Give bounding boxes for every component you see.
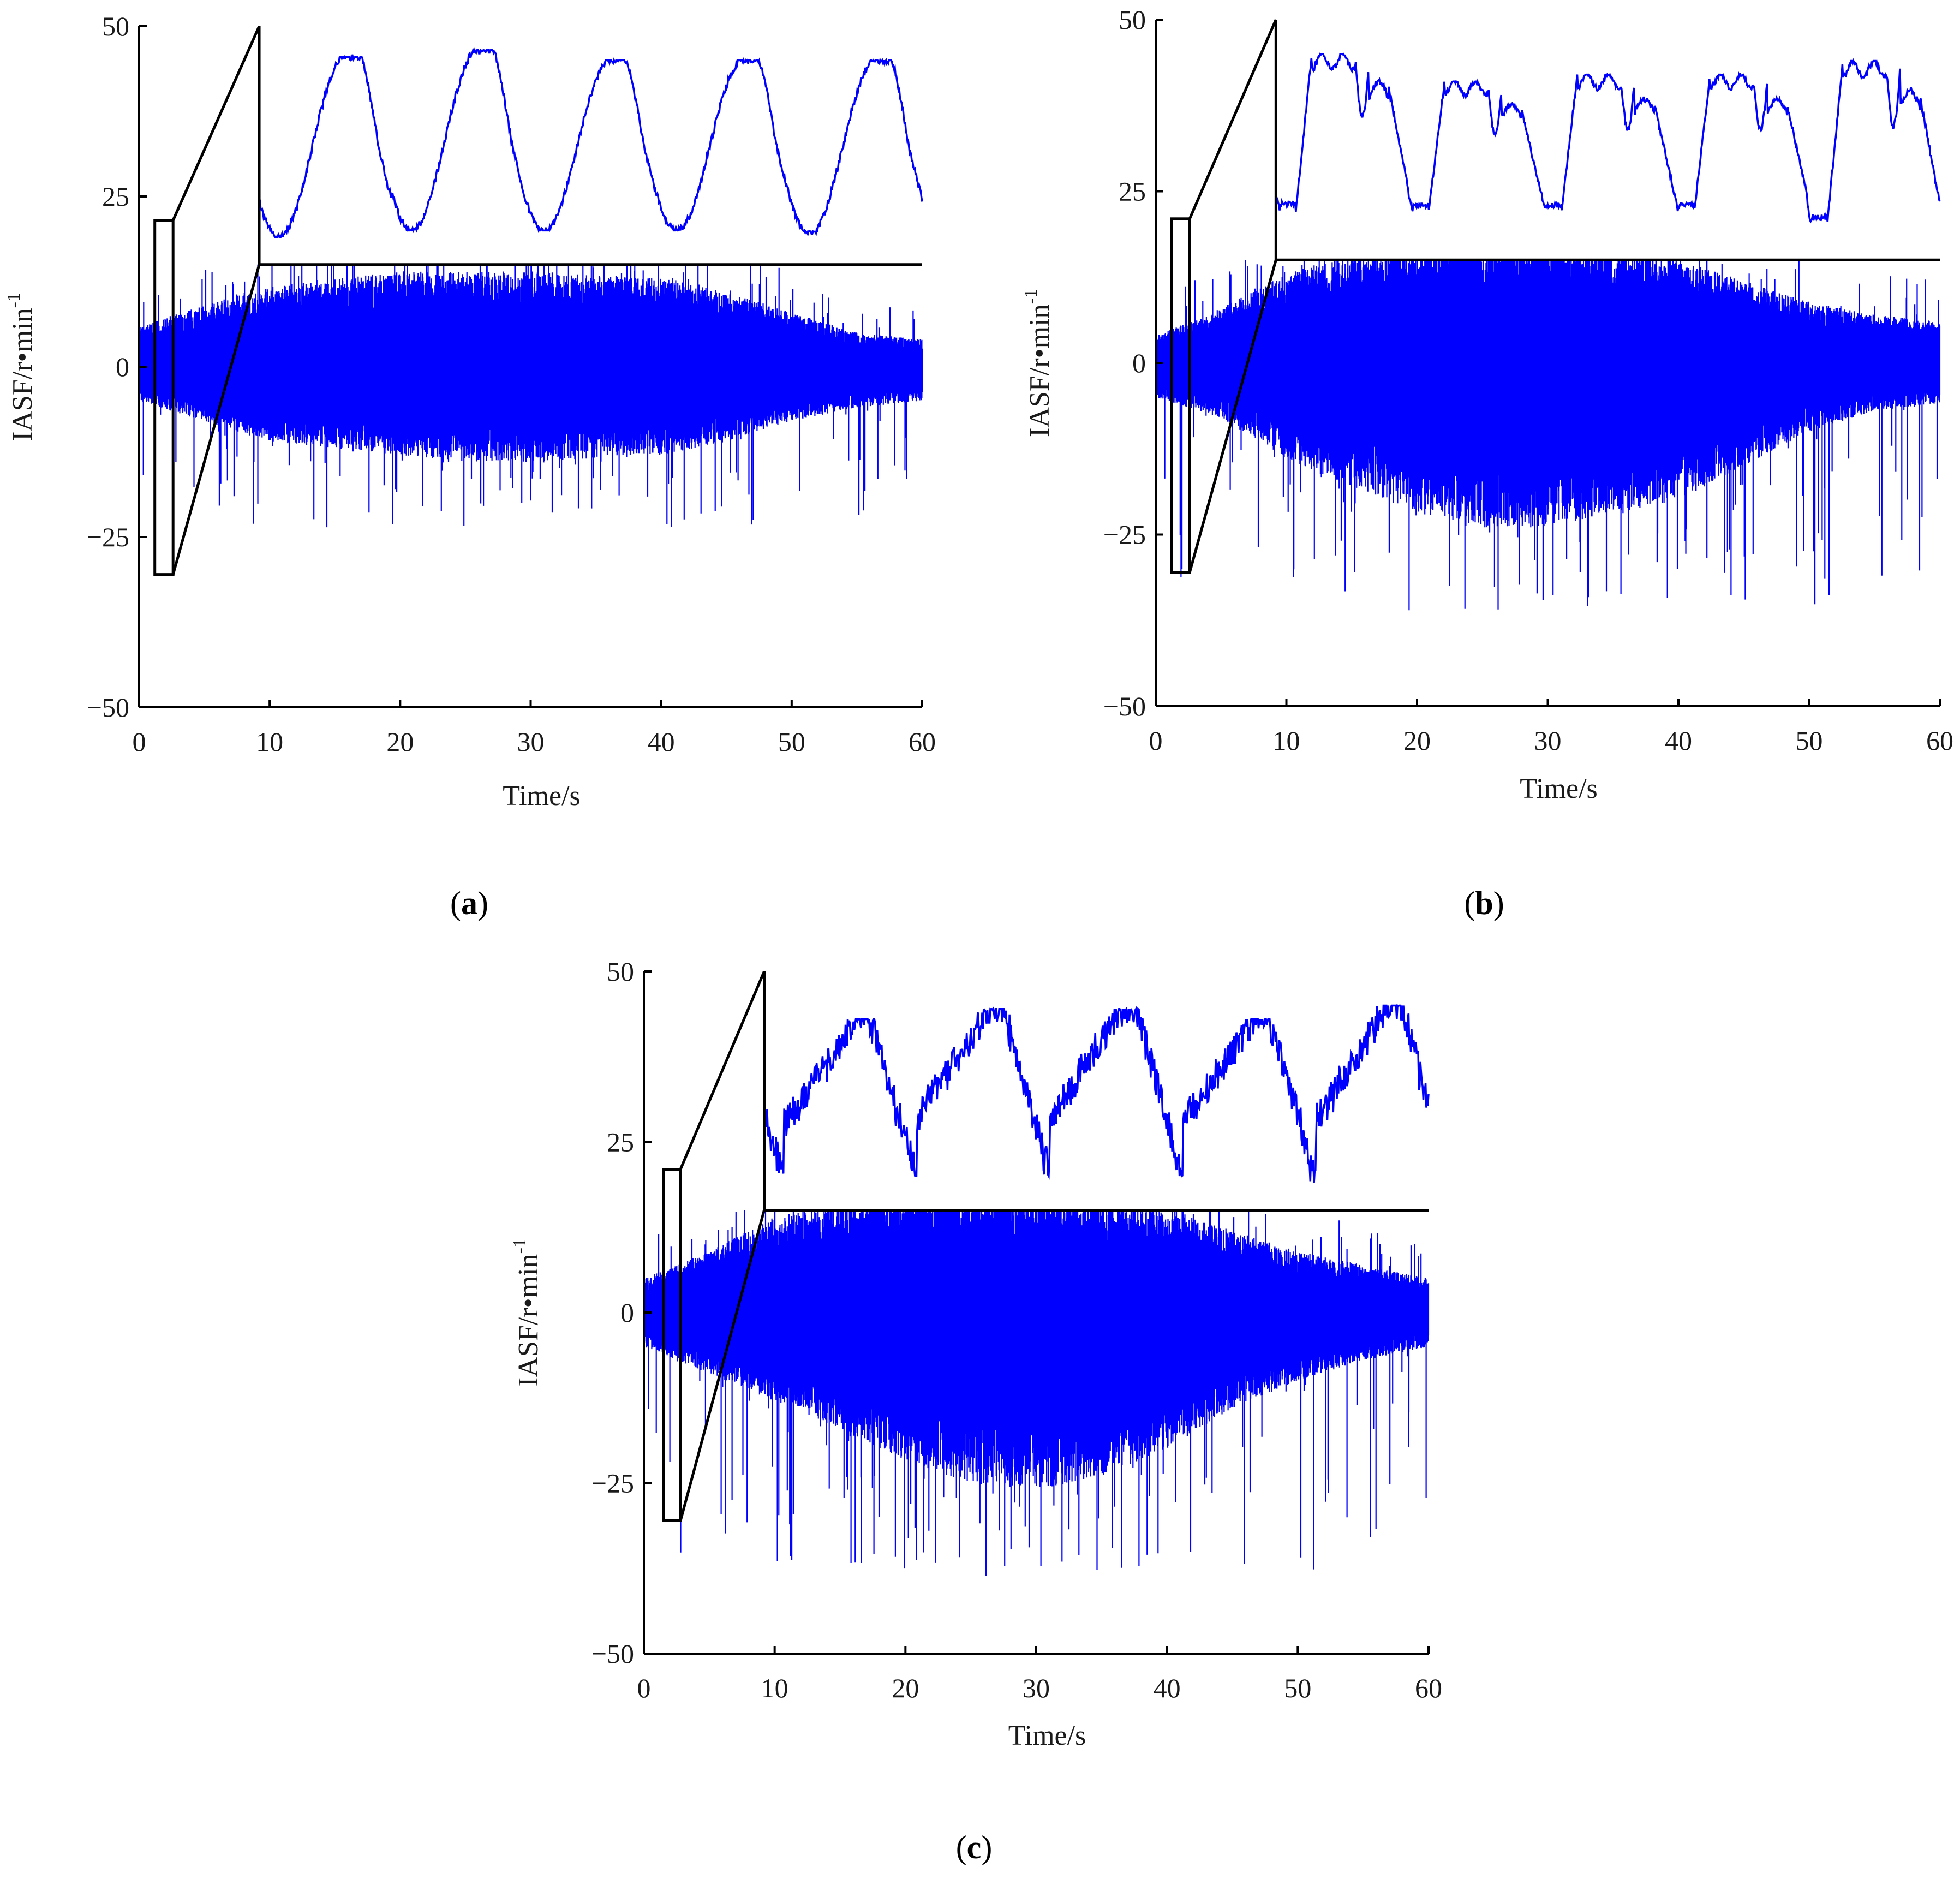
zoom-window-box	[662, 1168, 682, 1522]
signal-trace	[643, 1210, 1430, 1576]
y-tick-label: 0	[1132, 348, 1146, 378]
x-tick-label: 50	[1796, 725, 1823, 756]
y-axis-label-superscript: -1	[4, 293, 24, 308]
x-tick-label: 10	[1273, 725, 1300, 756]
x-tick-label: 20	[892, 1673, 919, 1703]
x-axis-label: Time/s	[1520, 773, 1598, 804]
x-tick-label: 10	[761, 1673, 788, 1703]
zoom-window-box	[1170, 217, 1191, 574]
panel-label-b: (b)	[1464, 885, 1504, 921]
x-tick-label: 0	[1149, 725, 1163, 756]
y-axis-label-text: IASF/r•min	[1024, 304, 1055, 437]
zoom-connector-bottom	[679, 1209, 766, 1521]
x-tick-label: 50	[1284, 1673, 1311, 1703]
x-axis-label: Time/s	[1008, 1720, 1086, 1751]
x-axis-label: Time/s	[503, 780, 581, 812]
inset-trace	[763, 1004, 1430, 1183]
y-tick-label: 0	[116, 351, 129, 382]
zoom-connector-top	[171, 25, 261, 221]
zoom-connector-top	[679, 971, 766, 1170]
y-axis-label-text: IASF/r•min	[513, 1254, 544, 1387]
x-tick-label: 20	[386, 726, 414, 757]
y-tick-label: 0	[620, 1297, 634, 1328]
y-tick-label: 50	[102, 11, 129, 41]
y-tick-label: −25	[1103, 520, 1146, 550]
x-tick-label: 60	[1926, 725, 1953, 756]
panel-label-c: (c)	[956, 1829, 993, 1865]
x-tick-label: 30	[1534, 725, 1562, 756]
y-tick-label: 25	[102, 181, 129, 212]
x-tick-label: 40	[648, 726, 675, 757]
inset-trace	[258, 47, 923, 239]
x-tick-label: 10	[256, 726, 283, 757]
y-axis-label: IASF/r•min-1	[1021, 289, 1055, 437]
y-tick-label: 50	[607, 956, 634, 987]
y-tick-label: −25	[87, 522, 129, 552]
x-tick-label: 40	[1154, 1673, 1181, 1703]
y-axis-label-superscript: -1	[510, 1238, 530, 1254]
y-axis-label: IASF/r•min-1	[4, 293, 38, 441]
signal-trace	[138, 264, 923, 528]
x-tick-label: 40	[1665, 725, 1692, 756]
y-axis-label-text: IASF/r•min	[7, 308, 38, 441]
zoom-window-box	[153, 219, 175, 576]
x-tick-label: 60	[1415, 1673, 1442, 1703]
x-tick-label: 50	[778, 726, 805, 757]
x-tick-label: 30	[1023, 1673, 1050, 1703]
zoom-connector-bottom	[171, 264, 261, 575]
inset-trace	[1275, 52, 1941, 224]
y-tick-label: −25	[591, 1468, 634, 1499]
y-tick-label: 50	[1119, 4, 1146, 35]
zoom-connector-top	[1188, 19, 1277, 219]
zoom-connector-bottom	[1188, 259, 1277, 573]
signal-series	[138, 264, 923, 528]
y-tick-label: −50	[591, 1638, 634, 1669]
y-axis-label: IASF/r•min-1	[510, 1238, 544, 1387]
signal-series	[643, 1210, 1430, 1576]
panel-label-a: (a)	[450, 885, 488, 921]
signal-series	[1155, 260, 1941, 611]
y-axis-label-superscript: -1	[1021, 289, 1041, 304]
y-tick-label: −50	[1103, 691, 1146, 721]
x-tick-label: 0	[637, 1673, 651, 1703]
y-tick-label: −50	[87, 692, 129, 723]
x-tick-label: 20	[1403, 725, 1431, 756]
x-tick-label: 0	[133, 726, 146, 757]
x-tick-label: 30	[517, 726, 545, 757]
signal-trace	[1155, 260, 1941, 611]
y-tick-label: 25	[607, 1127, 634, 1158]
y-tick-label: 25	[1119, 176, 1146, 207]
x-tick-label: 60	[909, 726, 936, 757]
